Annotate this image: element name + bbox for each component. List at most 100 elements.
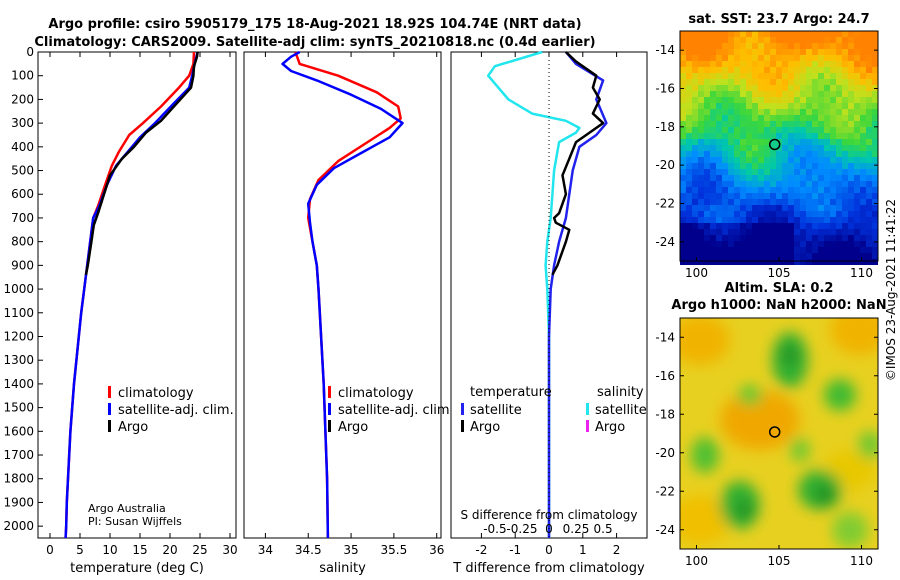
sst-cell: [776, 211, 782, 217]
sst-cell: [794, 103, 800, 109]
sst-cell: [782, 253, 788, 259]
sst-cell: [680, 37, 686, 43]
sst-cell: [854, 55, 860, 61]
sst-cell: [818, 73, 824, 79]
sst-cell: [812, 121, 818, 127]
sst-cell: [848, 79, 854, 85]
sst-cell: [830, 205, 836, 211]
sst-cell: [860, 145, 866, 151]
sst-cell: [710, 247, 716, 253]
sst-cell: [710, 193, 716, 199]
sst-cell: [854, 151, 860, 157]
sst-cell: [782, 103, 788, 109]
sst-cell: [824, 181, 830, 187]
sst-cell: [764, 139, 770, 145]
sst-cell: [794, 37, 800, 43]
sst-cell: [800, 61, 806, 67]
sst-cell: [770, 115, 776, 121]
sst-cell: [848, 247, 854, 253]
sst-cell: [872, 109, 878, 115]
sst-cell: [848, 115, 854, 121]
sst-cell: [734, 259, 740, 265]
sst-cell: [854, 157, 860, 163]
sst-cell: [692, 127, 698, 133]
sst-cell: [776, 175, 782, 181]
sst-cell: [680, 91, 686, 97]
sst-cell: [848, 205, 854, 211]
sst-cell: [842, 85, 848, 91]
sst-cell: [770, 43, 776, 49]
title-line-2: Climatology: CARS2009. Satellite-adj cli…: [34, 35, 595, 50]
sst-cell: [746, 85, 752, 91]
sst-cell: [812, 145, 818, 151]
sst-cell: [692, 163, 698, 169]
sst-cell: [794, 163, 800, 169]
difference-xlabel: T difference from climatology: [452, 561, 645, 576]
sst-cell: [740, 199, 746, 205]
sst-cell: [680, 61, 686, 67]
sst-cell: [854, 193, 860, 199]
sst-cell: [764, 259, 770, 265]
sst-cell: [752, 61, 758, 67]
sst-cell: [764, 73, 770, 79]
sst-cell: [866, 163, 872, 169]
sst-cell: [770, 163, 776, 169]
sst-cell: [818, 133, 824, 139]
sst-cell: [866, 217, 872, 223]
sst-cell: [770, 193, 776, 199]
sst-cell: [716, 241, 722, 247]
sst-cell: [764, 151, 770, 157]
sst-cell: [806, 109, 812, 115]
sst-cell: [806, 253, 812, 259]
sst-cell: [728, 133, 734, 139]
sst-cell: [704, 127, 710, 133]
sst-cell: [698, 91, 704, 97]
sst-cell: [872, 229, 878, 235]
sst-cell: [776, 151, 782, 157]
sla-map-argo-marker: [768, 426, 781, 438]
sst-cell: [848, 241, 854, 247]
sst-cell: [680, 73, 686, 79]
sst-cell: [854, 91, 860, 97]
sst-cell: [752, 193, 758, 199]
sst-cell: [692, 223, 698, 229]
sst-cell: [854, 109, 860, 115]
difference-xtick-label: 0: [545, 543, 553, 557]
sst-cell: [746, 157, 752, 163]
sst-cell: [680, 151, 686, 157]
sst-cell: [686, 97, 692, 103]
sst-cell: [716, 151, 722, 157]
sst-cell: [692, 31, 698, 37]
sst-cell: [866, 43, 872, 49]
depth-tick-label: 2000: [3, 519, 34, 533]
sst-cell: [698, 121, 704, 127]
sst-cell: [758, 73, 764, 79]
sst-cell: [680, 49, 686, 55]
sst-cell: [746, 127, 752, 133]
sla-eddy: [858, 431, 878, 459]
sst-cell: [800, 205, 806, 211]
sst-cell: [794, 187, 800, 193]
sst-cell: [806, 55, 812, 61]
sst-cell: [680, 217, 686, 223]
sst-cell: [728, 223, 734, 229]
sst-cell: [740, 85, 746, 91]
sst-cell: [866, 229, 872, 235]
sla-map-title-1: Altim. SLA: 0.2: [725, 281, 834, 296]
sst-cell: [794, 139, 800, 145]
sst-cell: [746, 109, 752, 115]
depth-tick-label: 1000: [3, 282, 34, 296]
sst-cell: [734, 115, 740, 121]
sst-cell: [710, 253, 716, 259]
temperature-xtick-label: 15: [132, 543, 147, 557]
sst-cell: [722, 235, 728, 241]
sst-cell: [698, 55, 704, 61]
sst-cell: [692, 85, 698, 91]
sst-cell: [722, 145, 728, 151]
sla-eddy: [830, 318, 878, 355]
sst-cell: [842, 115, 848, 121]
sst-cell: [800, 67, 806, 73]
sst-cell: [830, 193, 836, 199]
sst-cell: [860, 211, 866, 217]
sst-cell: [752, 79, 758, 85]
